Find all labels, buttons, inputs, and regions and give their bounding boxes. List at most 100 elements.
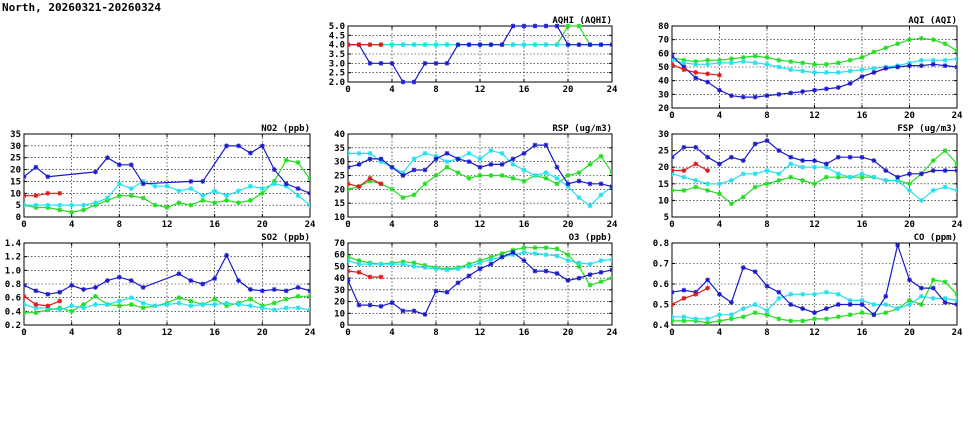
data-point [835, 85, 841, 90]
data-point [587, 181, 593, 187]
data-point [57, 190, 63, 196]
data-point [587, 272, 593, 278]
y-tick-label: 20 [334, 298, 345, 308]
data-point [283, 288, 289, 294]
data-point [212, 188, 218, 194]
data-point [835, 154, 841, 160]
data-point [907, 298, 912, 303]
x-tick-label: 20 [563, 85, 574, 95]
data-point [24, 193, 27, 199]
chart-title: CO (ppm) [914, 233, 957, 243]
data-point [918, 198, 924, 203]
data-point [907, 302, 912, 307]
x-tick-label: 0 [21, 220, 26, 230]
data-point [400, 42, 406, 48]
data-point [728, 300, 734, 305]
series-group [348, 23, 612, 85]
data-point [788, 318, 794, 324]
data-point [672, 302, 675, 307]
data-point [543, 142, 549, 148]
data-point [93, 200, 98, 206]
y-tick-label: 0.6 [5, 294, 21, 304]
data-point [521, 23, 527, 29]
data-point [823, 306, 829, 311]
data-point [411, 156, 417, 162]
data-point [466, 175, 472, 181]
x-tick-label: 24 [952, 220, 963, 230]
x-tick-label: 16 [209, 220, 220, 230]
data-point [918, 171, 924, 177]
y-tick-label: 4.5 [329, 31, 345, 41]
x-tick-label: 4 [69, 220, 75, 230]
data-point [188, 202, 194, 208]
data-point [930, 61, 936, 67]
data-point [800, 164, 806, 170]
data-point [800, 158, 806, 163]
data-point [212, 276, 218, 281]
data-point [918, 63, 924, 69]
data-point [367, 156, 373, 162]
data-point [942, 300, 948, 305]
data-point [499, 42, 505, 48]
data-point [576, 195, 582, 201]
data-point [835, 174, 841, 180]
data-point [348, 278, 351, 283]
data-point [847, 154, 853, 160]
data-point [367, 42, 373, 48]
data-point [823, 289, 829, 295]
y-tick-label: 0.2 [5, 321, 21, 331]
y-tick-label: 15 [658, 180, 669, 190]
data-point [367, 175, 373, 181]
data-point [776, 64, 782, 70]
data-point [105, 195, 110, 201]
data-point [823, 316, 829, 322]
x-tick-label: 20 [904, 220, 915, 230]
data-point [93, 293, 98, 299]
data-point [411, 167, 417, 173]
data-point [883, 178, 889, 183]
x-tick-label: 24 [305, 220, 316, 230]
data-point [764, 181, 770, 187]
x-tick-label: 0 [669, 328, 674, 338]
data-point [930, 168, 936, 173]
data-point [69, 282, 75, 288]
data-point [200, 281, 206, 287]
data-point [705, 316, 711, 322]
data-point [212, 200, 218, 206]
x-tick-label: 20 [904, 111, 915, 121]
data-point [422, 42, 428, 48]
data-point [488, 261, 494, 267]
y-tick-label: 70 [334, 239, 345, 249]
data-point [367, 60, 373, 66]
series-group [348, 245, 612, 317]
x-tick-label: 4 [389, 85, 395, 95]
data-point [883, 302, 889, 307]
x-tick-label: 20 [563, 328, 574, 338]
data-point [400, 173, 406, 178]
data-point [954, 298, 957, 303]
y-tick-label: 0 [16, 213, 21, 223]
data-point [444, 267, 450, 273]
data-point [116, 193, 122, 199]
data-point [422, 181, 428, 187]
data-point [140, 300, 146, 306]
data-point [116, 162, 122, 168]
data-point [930, 188, 936, 193]
data-point [859, 171, 865, 177]
data-point [422, 60, 428, 66]
data-point [812, 164, 817, 170]
x-tick-label: 20 [563, 220, 574, 230]
series-line-red [672, 163, 708, 172]
data-point [499, 254, 505, 260]
x-tick-label: 12 [475, 85, 486, 95]
data-point [93, 285, 98, 290]
data-point [693, 144, 699, 150]
y-tick-label: 30 [658, 90, 669, 100]
data-point [543, 245, 549, 251]
data-point [942, 184, 948, 190]
x-tick-label: 16 [209, 328, 220, 338]
chart-title: O3 (ppb) [569, 233, 612, 243]
data-point [224, 143, 229, 149]
data-point [788, 291, 794, 297]
data-point [57, 307, 63, 313]
